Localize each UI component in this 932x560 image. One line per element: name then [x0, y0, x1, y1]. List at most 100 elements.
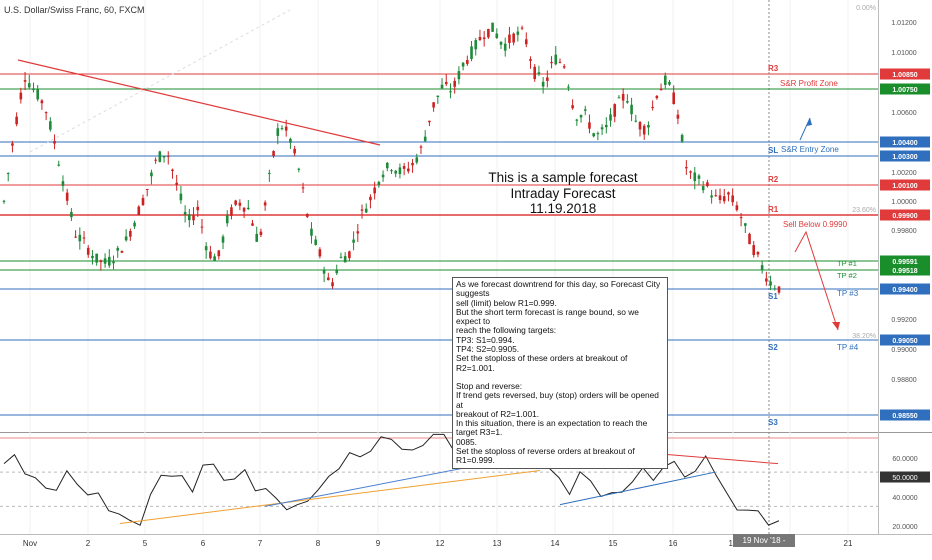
- candle-body: [74, 236, 77, 238]
- candle-body: [15, 116, 18, 125]
- candle-body: [327, 277, 330, 281]
- y-tick-label: 0.99200: [891, 317, 916, 324]
- x-tick-label: 13: [493, 539, 502, 548]
- candle-body: [461, 62, 465, 67]
- candle-body: [120, 251, 124, 253]
- candle-body: [188, 214, 191, 221]
- candle-body: [621, 93, 625, 101]
- candle-body: [630, 104, 633, 115]
- candle-body: [693, 172, 697, 182]
- downtrend-line: [17, 59, 381, 146]
- annotation-para-1: As we forecast downtrend for this day, s…: [456, 279, 664, 373]
- level-label: R2: [768, 175, 779, 184]
- candle-body: [478, 37, 482, 41]
- level-label: TP #2: [837, 271, 857, 280]
- oscillator-tick-label: 40.0000: [892, 495, 917, 502]
- candle-body: [596, 133, 600, 135]
- candle-body: [70, 211, 73, 218]
- candle-body: [339, 256, 343, 258]
- candle-body: [116, 247, 120, 251]
- candle-body: [44, 112, 48, 114]
- candle-body: [474, 40, 478, 50]
- fib-label: 0.00%: [856, 5, 876, 12]
- candle-body: [398, 167, 402, 174]
- candle-body: [550, 62, 553, 64]
- candle-body: [765, 278, 768, 282]
- oscillator-tick-label: 60.0000: [892, 456, 917, 463]
- candle-body: [196, 206, 200, 211]
- level-label: TP #1: [837, 259, 857, 268]
- level-price-tag: [880, 283, 930, 295]
- level-price-label: 0.99518: [892, 268, 917, 275]
- y-tick-label: 1.01200: [891, 20, 916, 27]
- candle-body: [373, 187, 376, 194]
- candle-body: [541, 81, 545, 87]
- candle-body: [297, 168, 301, 170]
- candle-body: [364, 208, 368, 213]
- y-tick-label: 0.99000: [891, 347, 916, 354]
- candle-body: [663, 75, 667, 85]
- candle-body: [706, 182, 709, 187]
- candle-body: [129, 230, 132, 237]
- candle-body: [491, 22, 494, 32]
- level-price-label: 1.00100: [892, 183, 917, 190]
- candle-body: [192, 215, 195, 221]
- level-price-tag: [880, 83, 930, 95]
- candle-body: [710, 195, 713, 198]
- candle-body: [575, 119, 579, 121]
- candle-body: [124, 236, 128, 241]
- crosshair-time-label: 19 Nov '18 - 14:00: [733, 534, 795, 558]
- candle-body: [166, 155, 170, 157]
- level-price-tag: [880, 334, 930, 346]
- annotation-para-2: Stop and reverse: If trend gets reversed,…: [456, 381, 664, 466]
- candle-body: [718, 195, 722, 200]
- y-tick-label: 0.98800: [891, 377, 916, 384]
- x-tick-label: 8: [316, 539, 321, 548]
- level-note: TP #3: [837, 289, 859, 298]
- candle-body: [647, 125, 650, 128]
- candle-body: [651, 106, 654, 108]
- candle-body: [213, 256, 216, 261]
- annotation-line: Set the stoploss of these orders at brea…: [456, 353, 628, 373]
- level-price-label: 0.98550: [892, 413, 917, 420]
- candle-body: [65, 192, 69, 201]
- candle-body: [23, 80, 27, 82]
- candle-body: [407, 168, 410, 172]
- candle-body: [331, 282, 334, 287]
- candle-body: [385, 162, 389, 169]
- candle-body: [495, 33, 499, 38]
- candle-body: [588, 122, 591, 129]
- candle-body: [289, 138, 292, 143]
- candle-body: [600, 127, 604, 130]
- candle-body: [238, 202, 242, 206]
- candle-body: [415, 157, 419, 163]
- candle-body: [154, 159, 157, 161]
- level-price-tag: [880, 255, 930, 267]
- candle-body: [310, 228, 313, 236]
- candle-body: [503, 43, 507, 51]
- candle-body: [722, 196, 726, 202]
- candle-body: [777, 286, 781, 293]
- candle-body: [179, 193, 183, 201]
- candle-body: [11, 143, 14, 146]
- candle-body: [234, 200, 237, 205]
- level-price-tag: [880, 409, 930, 421]
- level-price-label: 0.99591: [892, 259, 917, 266]
- level-price-tag: [880, 150, 930, 162]
- candle-body: [672, 92, 676, 105]
- level-note: S&R Profit Zone: [780, 79, 838, 88]
- candle-body: [769, 281, 772, 286]
- annotation-line: In this situation, there is an expectati…: [456, 418, 648, 438]
- candle-body: [348, 251, 351, 259]
- candle-body: [487, 28, 490, 38]
- candle-body: [91, 255, 94, 259]
- candle-body: [86, 247, 90, 255]
- level-note: S&R Entry Zone: [781, 145, 839, 154]
- x-tick-label: 9: [376, 539, 381, 548]
- candle-body: [242, 207, 246, 212]
- candle-body: [744, 223, 747, 226]
- price-panel-bg: [0, 0, 878, 432]
- candle-body: [251, 223, 254, 226]
- candle-body: [546, 77, 549, 81]
- y-tick-label: 1.00200: [891, 170, 916, 177]
